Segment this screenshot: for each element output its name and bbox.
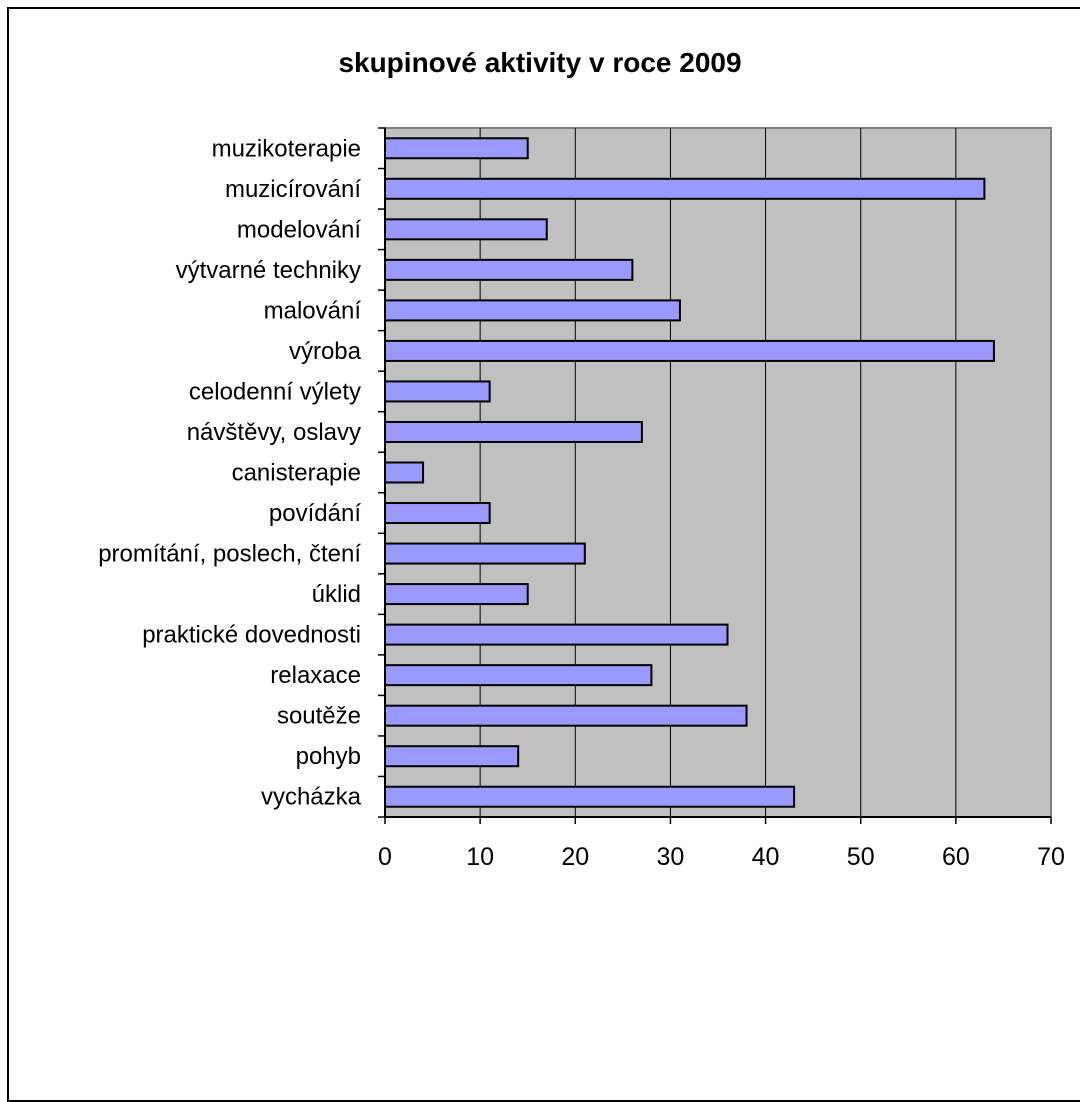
x-tick-label: 0 [378,843,392,871]
bar [384,745,520,768]
x-tick-label: 10 [466,843,494,871]
bar [384,542,586,565]
chart-title: skupinové aktivity v roce 2009 [338,47,741,78]
x-tick-label: 20 [561,843,589,871]
x-tick-label: 60 [942,843,970,871]
category-label: povídání [269,500,361,527]
bar [384,785,796,808]
category-label: canisterapie [232,460,361,487]
bar [384,420,643,443]
category-label: muzikoterapie [212,135,361,162]
bar [384,461,425,484]
x-tick-label: 70 [1037,843,1065,871]
bar [384,177,986,200]
bar [384,299,681,322]
category-label: relaxace [270,662,361,689]
bar [384,704,748,727]
category-label: promítání, poslech, čtení [98,541,361,568]
x-tick-label: 50 [847,843,875,871]
bar [384,583,529,606]
bar [384,258,634,281]
bar [384,218,548,241]
category-label: modelování [237,216,361,243]
category-label: pohyb [296,743,361,770]
gridlines [479,128,957,817]
bar [384,623,729,646]
bar [384,502,491,525]
category-label: úklid [312,581,361,608]
category-label: celodenní výlety [189,378,361,405]
category-label: soutěže [277,703,361,730]
category-label: výtvarné techniky [176,257,361,284]
plot-area [384,127,1052,818]
bar [384,664,653,687]
tick-labels: 0 10 20 30 40 50 60 70 [378,843,1065,871]
category-label: návštěvy, oslavy [187,419,361,446]
bar [384,380,491,403]
category-label: výroba [289,338,362,365]
category-label: muzicírování [225,176,361,203]
category-label: vycházka [261,784,362,811]
bar [384,137,529,160]
x-tick-label: 40 [752,843,780,871]
bar [384,339,995,362]
axes [378,127,1052,824]
category-labels: muzikoterapie muzicírování modelování výtva… [98,135,361,810]
category-label: malování [264,297,362,324]
bars [384,137,995,808]
x-tick-label: 30 [657,843,685,871]
category-label: praktické dovednosti [142,622,361,649]
